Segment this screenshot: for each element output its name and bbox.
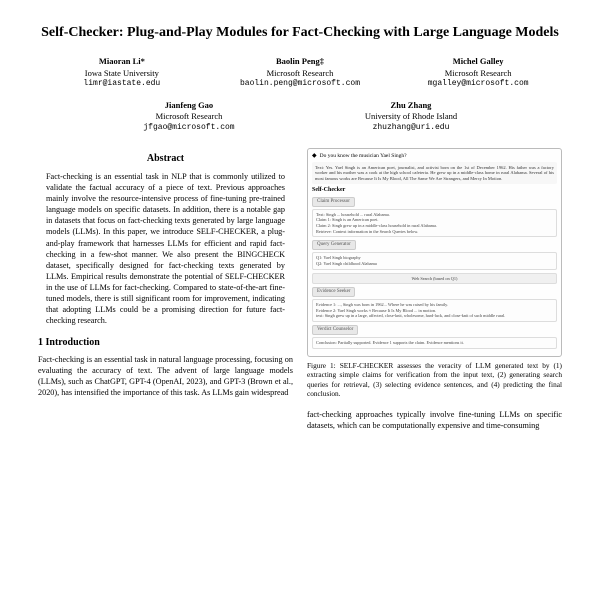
stage-body: Text: Singh ... household ... rural Alab…: [312, 209, 557, 237]
stage-evidence: text: Singh grew up in a large, affected…: [316, 313, 553, 319]
author-email: mgalley@microsoft.com: [394, 79, 562, 90]
abstract-heading: Abstract: [38, 152, 293, 166]
figure-answer-paragraph: Text: Yes. Yael Singh is an American poe…: [312, 162, 557, 184]
figure-1-caption: Figure 1: SELF-CHECKER assesses the vera…: [307, 361, 562, 399]
stage-web-search: Web Search (based on Q1): [312, 273, 557, 285]
stage-head: Verdict Counselor: [312, 325, 358, 335]
right-column: ◆ Do you know the musician Yael Singh? T…: [307, 148, 562, 431]
stage-line: Retrieve: Context information in the Sea…: [316, 229, 553, 235]
author-affil: Microsoft Research: [216, 68, 384, 79]
abstract-text: Fact-checking is an essential task in NL…: [38, 171, 293, 326]
author-block: Jianfeng Gao Microsoft Research jfgao@mi…: [82, 100, 295, 134]
paper-title: Self-Checker: Plug-and-Play Modules for …: [38, 24, 562, 42]
stage-query: Q2: Yael Singh childhood Alabama: [316, 261, 553, 267]
author-block: Miaoran Li* Iowa State University limr@i…: [38, 56, 206, 90]
selfchecker-label: Self-Checker: [312, 187, 557, 195]
paper-page: Self-Checker: Plug-and-Play Modules for …: [0, 0, 600, 431]
stage-body: Conclusion: Partially supported. Evidenc…: [312, 337, 557, 349]
stage-head: Evidence Seeker: [312, 287, 355, 297]
author-affil: Microsoft Research: [394, 68, 562, 79]
author-block: Michel Galley Microsoft Research mgalley…: [394, 56, 562, 90]
author-name: Zhu Zhang: [304, 100, 517, 111]
author-block: Baolin Peng‡ Microsoft Research baolin.p…: [216, 56, 384, 90]
authors-row-1: Miaoran Li* Iowa State University limr@i…: [38, 56, 562, 90]
stage-evidence-seeker: Evidence Seeker Evidence 1: ..., Singh w…: [312, 287, 557, 322]
left-column: Abstract Fact-checking is an essential t…: [38, 148, 293, 431]
stage-body: Web Search (based on Q1): [312, 273, 557, 285]
stage-head: Query Generator: [312, 240, 356, 250]
author-email: baolin.peng@microsoft.com: [216, 79, 384, 90]
author-name: Baolin Peng‡: [216, 56, 384, 67]
figure-question: Do you know the musician Yael Singh?: [320, 153, 407, 160]
authors-row-2: Jianfeng Gao Microsoft Research jfgao@mi…: [38, 100, 562, 134]
author-name: Jianfeng Gao: [82, 100, 295, 111]
section-heading: 1 Introduction: [38, 336, 293, 350]
author-name: Miaoran Li*: [38, 56, 206, 67]
author-email: zhuzhang@uri.edu: [304, 123, 517, 134]
author-affil: University of Rhode Island: [304, 111, 517, 122]
stage-query-generator: Query Generator Q1: Yael Singh biography…: [312, 240, 557, 269]
author-email: limr@iastate.edu: [38, 79, 206, 90]
author-email: jfgao@microsoft.com: [82, 123, 295, 134]
author-affil: Iowa State University: [38, 68, 206, 79]
author-block: Zhu Zhang University of Rhode Island zhu…: [304, 100, 517, 134]
stage-head: Claim Processor: [312, 197, 355, 207]
author-name: Michel Galley: [394, 56, 562, 67]
figure-question-row: ◆ Do you know the musician Yael Singh?: [312, 153, 557, 161]
author-affil: Microsoft Research: [82, 111, 295, 122]
stage-verdict-counselor: Verdict Counselor Conclusion: Partially …: [312, 325, 557, 349]
right-column-body: fact-checking approaches typically invol…: [307, 409, 562, 431]
section-body: Fact-checking is an essential task in na…: [38, 354, 293, 398]
stage-claim-processor: Claim Processor Text: Singh ... househol…: [312, 197, 557, 238]
two-column-layout: Abstract Fact-checking is an essential t…: [38, 148, 562, 431]
figure-1-box: ◆ Do you know the musician Yael Singh? T…: [307, 148, 562, 357]
stage-body: Evidence 1: ..., Singh was born in 1962.…: [312, 299, 557, 322]
diamond-icon: ◆: [312, 153, 317, 161]
stage-body: Q1: Yael Singh biography Q2: Yael Singh …: [312, 252, 557, 269]
